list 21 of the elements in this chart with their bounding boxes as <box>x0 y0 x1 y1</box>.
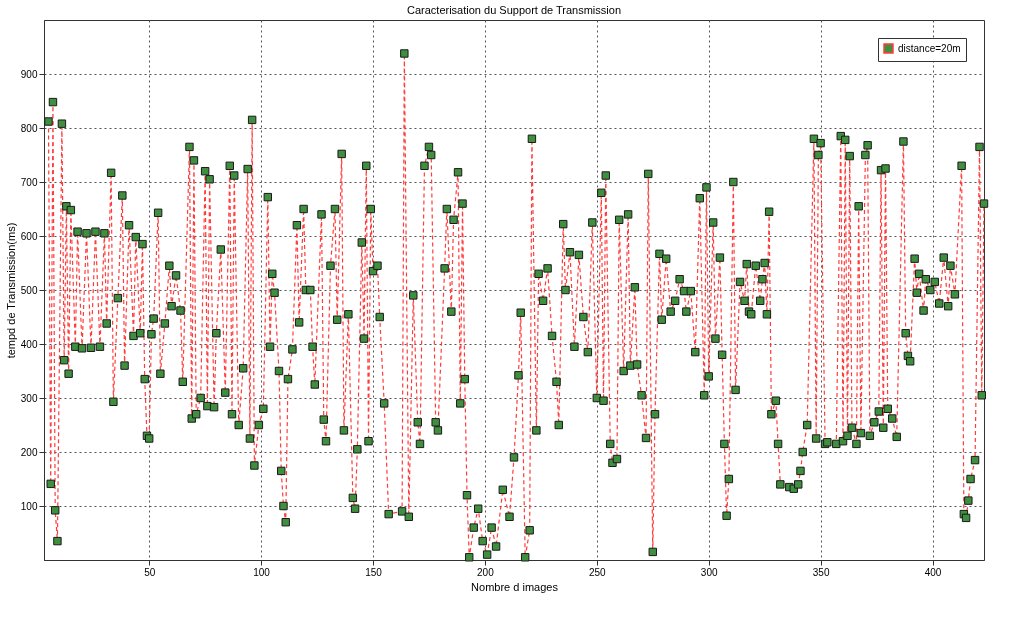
y-tick-label: 600 <box>20 230 38 242</box>
y-tick-label: 300 <box>20 392 38 404</box>
x-tick-label: 350 <box>812 566 830 578</box>
x-tick-label: 150 <box>365 566 383 578</box>
x-axis-title: Nombre d images <box>471 580 559 593</box>
x-tick-label: 400 <box>924 566 942 578</box>
x-tick-label: 200 <box>477 566 495 578</box>
y-tick-label: 800 <box>20 122 38 134</box>
x-tick-label: 100 <box>253 566 271 578</box>
y-tick-label: 400 <box>20 338 38 350</box>
y-tick-label: 100 <box>20 500 38 512</box>
y-tick-label: 900 <box>20 68 38 80</box>
x-tick-label: 50 <box>144 566 156 578</box>
x-tick-label: 250 <box>588 566 607 578</box>
chart-title: Caracterisation du Support de Transmission <box>407 4 621 16</box>
y-axis-title: tempd de Transmission(ms) <box>4 222 17 359</box>
x-tick-label: 300 <box>700 566 718 578</box>
legend-label: distance=20m <box>898 42 961 54</box>
y-tick-label: 200 <box>20 446 38 458</box>
y-tick-label: 500 <box>20 284 38 296</box>
y-tick-label: 700 <box>20 176 38 188</box>
